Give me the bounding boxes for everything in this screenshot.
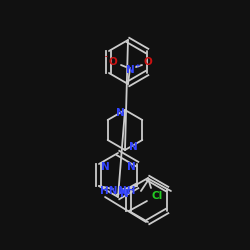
Text: N: N <box>127 162 136 172</box>
Text: N: N <box>116 108 124 118</box>
Text: N: N <box>126 65 134 75</box>
Text: Cl: Cl <box>152 191 162 201</box>
Text: -: - <box>104 54 108 60</box>
Text: N: N <box>120 189 128 199</box>
Text: O: O <box>108 57 118 67</box>
Text: O: O <box>144 57 152 67</box>
Text: N: N <box>128 142 138 152</box>
Text: +: + <box>134 63 140 69</box>
Text: NH: NH <box>118 186 136 196</box>
Text: N: N <box>100 162 109 172</box>
Text: HN: HN <box>100 186 118 196</box>
